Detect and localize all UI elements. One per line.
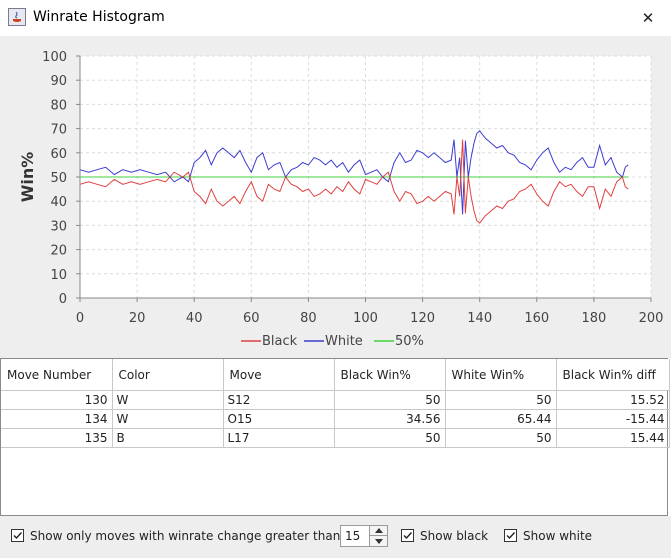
- y-tick-label: 60: [50, 147, 67, 162]
- x-tick-label: 20: [129, 311, 146, 326]
- column-header-black-win-diff[interactable]: Black Win% diff: [556, 359, 670, 391]
- spinner-up-button[interactable]: [369, 526, 387, 536]
- column-header-black-win[interactable]: Black Win%: [334, 359, 446, 391]
- only-changes-checkbox[interactable]: [11, 529, 24, 542]
- series-line-white: [79, 130, 629, 215]
- arrow-down-icon: [374, 538, 383, 544]
- x-tick-label: 140: [467, 311, 492, 326]
- cell-color: W: [112, 409, 224, 429]
- cell-move: S12: [223, 390, 335, 410]
- x-tick-label: 60: [243, 311, 260, 326]
- winrate-chart: 0 10 20 30 40 50 60 70 80 90 100 0 20 40 60 80 100 120 140…: [0, 36, 671, 358]
- cell-black-win-diff: 15.44: [556, 428, 670, 448]
- spinner-down-button[interactable]: [369, 536, 387, 546]
- y-tick-label: 90: [50, 74, 67, 89]
- threshold-spinner[interactable]: 15: [340, 525, 388, 547]
- x-tick-label: 0: [76, 311, 84, 326]
- cell-move-number: 134: [1, 409, 113, 429]
- cell-black-win: 50: [334, 390, 446, 410]
- x-tick-label: 100: [353, 311, 378, 326]
- only-changes-label: Show only moves with winrate change grea…: [30, 529, 345, 543]
- column-header-white-win[interactable]: White Win%: [445, 359, 557, 391]
- show-black-label: Show black: [420, 529, 489, 543]
- cell-black-win-diff: 15.52: [556, 390, 670, 410]
- cell-color: W: [112, 390, 224, 410]
- table-row[interactable]: 134 W O15 34.56 65.44 -15.44: [1, 409, 670, 429]
- moves-table-panel: Move Number Color Move Black Win% White …: [0, 358, 670, 516]
- table-row[interactable]: 135 B L17 50 50 15.44: [1, 428, 670, 448]
- y-tick-label: 100: [42, 50, 67, 65]
- chart-svg: 0 10 20 30 40 50 60 70 80 90 100 0 20 40 60 80 100 120 140…: [18, 50, 664, 349]
- cell-white-win: 50: [445, 428, 557, 448]
- filter-controls-bar: Show only moves with winrate change grea…: [0, 516, 671, 558]
- title-bar: Winrate Histogram ✕: [0, 0, 671, 36]
- y-tick-label: 30: [50, 219, 67, 234]
- cell-white-win: 65.44: [445, 409, 557, 429]
- y-tick-label: 80: [50, 98, 67, 113]
- arrow-up-icon: [374, 528, 383, 533]
- checkmark-icon: [403, 532, 413, 540]
- y-axis-label: Win%: [18, 152, 37, 203]
- checkmark-icon: [506, 532, 516, 540]
- cell-color: B: [112, 428, 224, 448]
- legend-label-2: 50%: [395, 334, 424, 349]
- table-header-row: Move Number Color Move Black Win% White …: [1, 359, 670, 391]
- java-app-icon: [8, 8, 26, 26]
- cell-move: L17: [223, 428, 335, 448]
- x-tick-label: 200: [639, 311, 664, 326]
- show-white-label: Show white: [523, 529, 593, 543]
- legend-label-0: Black: [262, 334, 298, 349]
- y-tick-label: 20: [50, 244, 67, 259]
- close-icon: ✕: [641, 9, 655, 27]
- checkmark-icon: [13, 532, 23, 540]
- show-white-checkbox[interactable]: [504, 529, 517, 542]
- cell-white-win: 50: [445, 390, 557, 410]
- x-tick-label: 120: [410, 311, 435, 326]
- y-tick-label: 70: [50, 123, 67, 138]
- window-title: Winrate Histogram: [33, 9, 165, 25]
- y-tick-label: 50: [50, 171, 67, 186]
- column-header-color[interactable]: Color: [112, 359, 224, 391]
- show-black-checkbox[interactable]: [401, 529, 414, 542]
- x-tick-label: 180: [581, 311, 606, 326]
- y-tick-label: 40: [50, 195, 67, 210]
- column-header-move[interactable]: Move: [223, 359, 335, 391]
- column-header-move-number[interactable]: Move Number: [1, 359, 113, 391]
- y-tick-label: 10: [50, 268, 67, 283]
- cell-move-number: 135: [1, 428, 113, 448]
- cell-move: O15: [223, 409, 335, 429]
- table-row[interactable]: 130 W S12 50 50 15.52: [1, 390, 670, 410]
- cell-black-win: 50: [334, 428, 446, 448]
- moves-table: Move Number Color Move Black Win% White …: [1, 359, 670, 448]
- x-tick-label: 40: [186, 311, 203, 326]
- cell-black-win: 34.56: [334, 409, 446, 429]
- threshold-value[interactable]: 15: [345, 529, 361, 543]
- cell-move-number: 130: [1, 390, 113, 410]
- x-tick-label: 160: [524, 311, 549, 326]
- y-tick-label: 0: [59, 292, 67, 307]
- legend-label-1: White: [325, 334, 363, 349]
- series-line-black: [79, 139, 629, 224]
- close-button[interactable]: ✕: [625, 0, 671, 36]
- cell-black-win-diff: -15.44: [556, 409, 670, 429]
- x-tick-label: 80: [300, 311, 317, 326]
